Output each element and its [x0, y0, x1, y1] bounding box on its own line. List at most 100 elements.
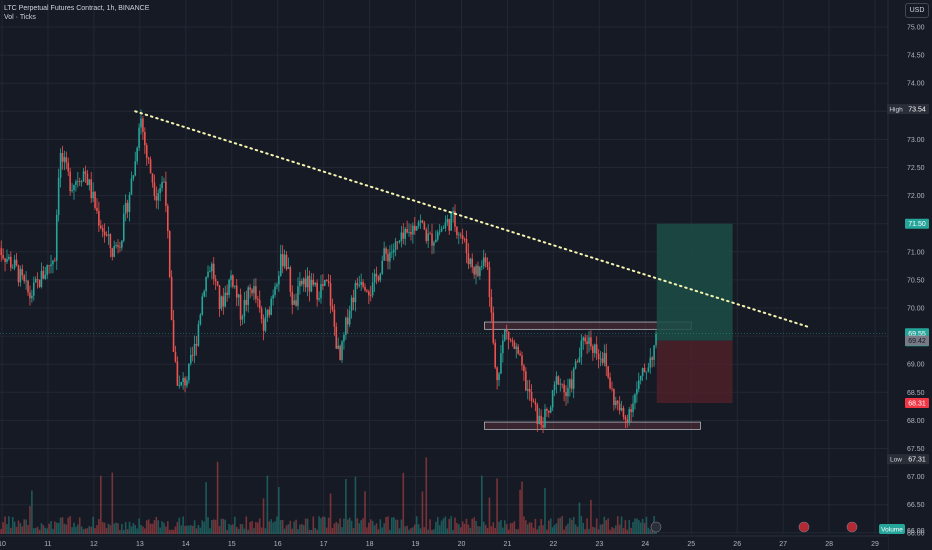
candle-body [488, 267, 491, 298]
earnings-event-icon[interactable] [846, 521, 858, 533]
volume-bar [530, 522, 533, 534]
candle-body [496, 367, 498, 381]
volume-bar [574, 524, 577, 534]
candle-body [2, 255, 4, 259]
volume-bar [599, 524, 602, 534]
candle-body [15, 259, 18, 266]
candle-body [314, 282, 317, 285]
volume-bar [375, 523, 378, 534]
volume-bar [195, 528, 198, 534]
volume-bar [65, 524, 68, 534]
candle-body [69, 171, 71, 192]
candle-body [4, 258, 6, 262]
candle-body [360, 281, 362, 285]
candle-body [94, 191, 96, 208]
candle-body [561, 383, 564, 385]
candle-body [301, 280, 303, 285]
volume-bar [492, 522, 495, 534]
price-axis[interactable]: 66.0066.5067.0067.5068.0068.5069.0069.50… [887, 0, 932, 550]
volume-bar [142, 526, 144, 534]
candle-body [57, 177, 60, 215]
volume-bar [626, 529, 629, 534]
volume-bar [536, 529, 539, 534]
volume-bar [145, 520, 148, 534]
volume-bar [630, 527, 632, 534]
candle-body [498, 373, 500, 381]
volume-bar [86, 528, 89, 534]
candle-body [609, 377, 611, 389]
candle-body [427, 233, 429, 241]
volume-bar [203, 521, 205, 534]
volume-bar [360, 520, 362, 534]
candle-body [167, 205, 169, 232]
candle-body [565, 392, 567, 397]
candle-body [306, 275, 309, 288]
time-axis[interactable]: 10 11 12 13 14 15 16 17 18 19 20 21 22 23 24 25 26 27 28 29 [0, 535, 888, 550]
event-icons[interactable]: Volume 66.00 [650, 521, 925, 535]
volume-bar [645, 516, 648, 534]
candle-body [458, 234, 460, 236]
candle-body [523, 365, 525, 372]
time-tick-label: 26 [733, 541, 741, 548]
candle-body [494, 342, 496, 368]
volume-bar [216, 461, 219, 534]
volume-bar [283, 528, 286, 534]
volume-bar [502, 527, 504, 534]
candle-body [632, 403, 634, 413]
volume-bar [178, 517, 181, 534]
volume-bar [235, 526, 238, 534]
volume-bar [209, 528, 211, 534]
volume-bar [306, 518, 309, 534]
candle-body [345, 317, 347, 335]
volume-bar [553, 524, 556, 534]
symbol-title[interactable]: LTC Perpetual Futures Contract, 1h, BINA… [4, 5, 150, 12]
lightning-event-icon[interactable] [650, 521, 662, 533]
volume-bar [25, 519, 27, 534]
target-zone [656, 223, 733, 341]
candle-body [92, 191, 94, 199]
candle-body [480, 266, 483, 268]
volume-bar [149, 523, 152, 534]
candle-body [436, 232, 439, 240]
candle-body [542, 424, 544, 428]
candle-body [452, 211, 454, 214]
volume-bar [42, 525, 45, 534]
volume-bar [588, 528, 590, 534]
volume-bar [17, 520, 20, 534]
candle-body [38, 279, 41, 288]
volume-bar [565, 525, 567, 534]
earnings-event-icon[interactable] [798, 521, 810, 533]
candle-body [220, 296, 223, 309]
candle-body [410, 232, 412, 235]
volume-bar [641, 518, 644, 534]
volume-bar [117, 523, 119, 534]
volume-bar [63, 523, 66, 534]
candle-body [484, 257, 487, 263]
candle-body [502, 340, 504, 354]
indicator-label[interactable]: Vol · Ticks [4, 14, 36, 21]
price-label-high-bg [905, 104, 929, 115]
volume-bar [519, 489, 521, 534]
price-label-71-50: 71.50 [908, 221, 926, 228]
volume-bar [189, 525, 192, 534]
volume-bar [521, 481, 523, 534]
candle-body [509, 339, 512, 341]
time-tick-label: 19 [412, 541, 420, 548]
volume-bar [312, 516, 315, 534]
candle-body [626, 419, 629, 424]
candle-body [394, 241, 397, 250]
candle-body [532, 400, 535, 403]
volume-bar [578, 502, 581, 534]
candle-body [48, 265, 50, 267]
volume-bar [44, 527, 47, 534]
price-label-low: 67.31 [908, 457, 926, 464]
candle-body [295, 300, 297, 306]
volume-bar [465, 518, 468, 534]
volume-bar [205, 482, 207, 534]
candle-body [479, 267, 481, 276]
candle-body [191, 354, 194, 356]
currency-button[interactable]: USD [905, 3, 929, 18]
time-tick-label: 24 [641, 541, 649, 548]
volume-bar [480, 475, 483, 534]
